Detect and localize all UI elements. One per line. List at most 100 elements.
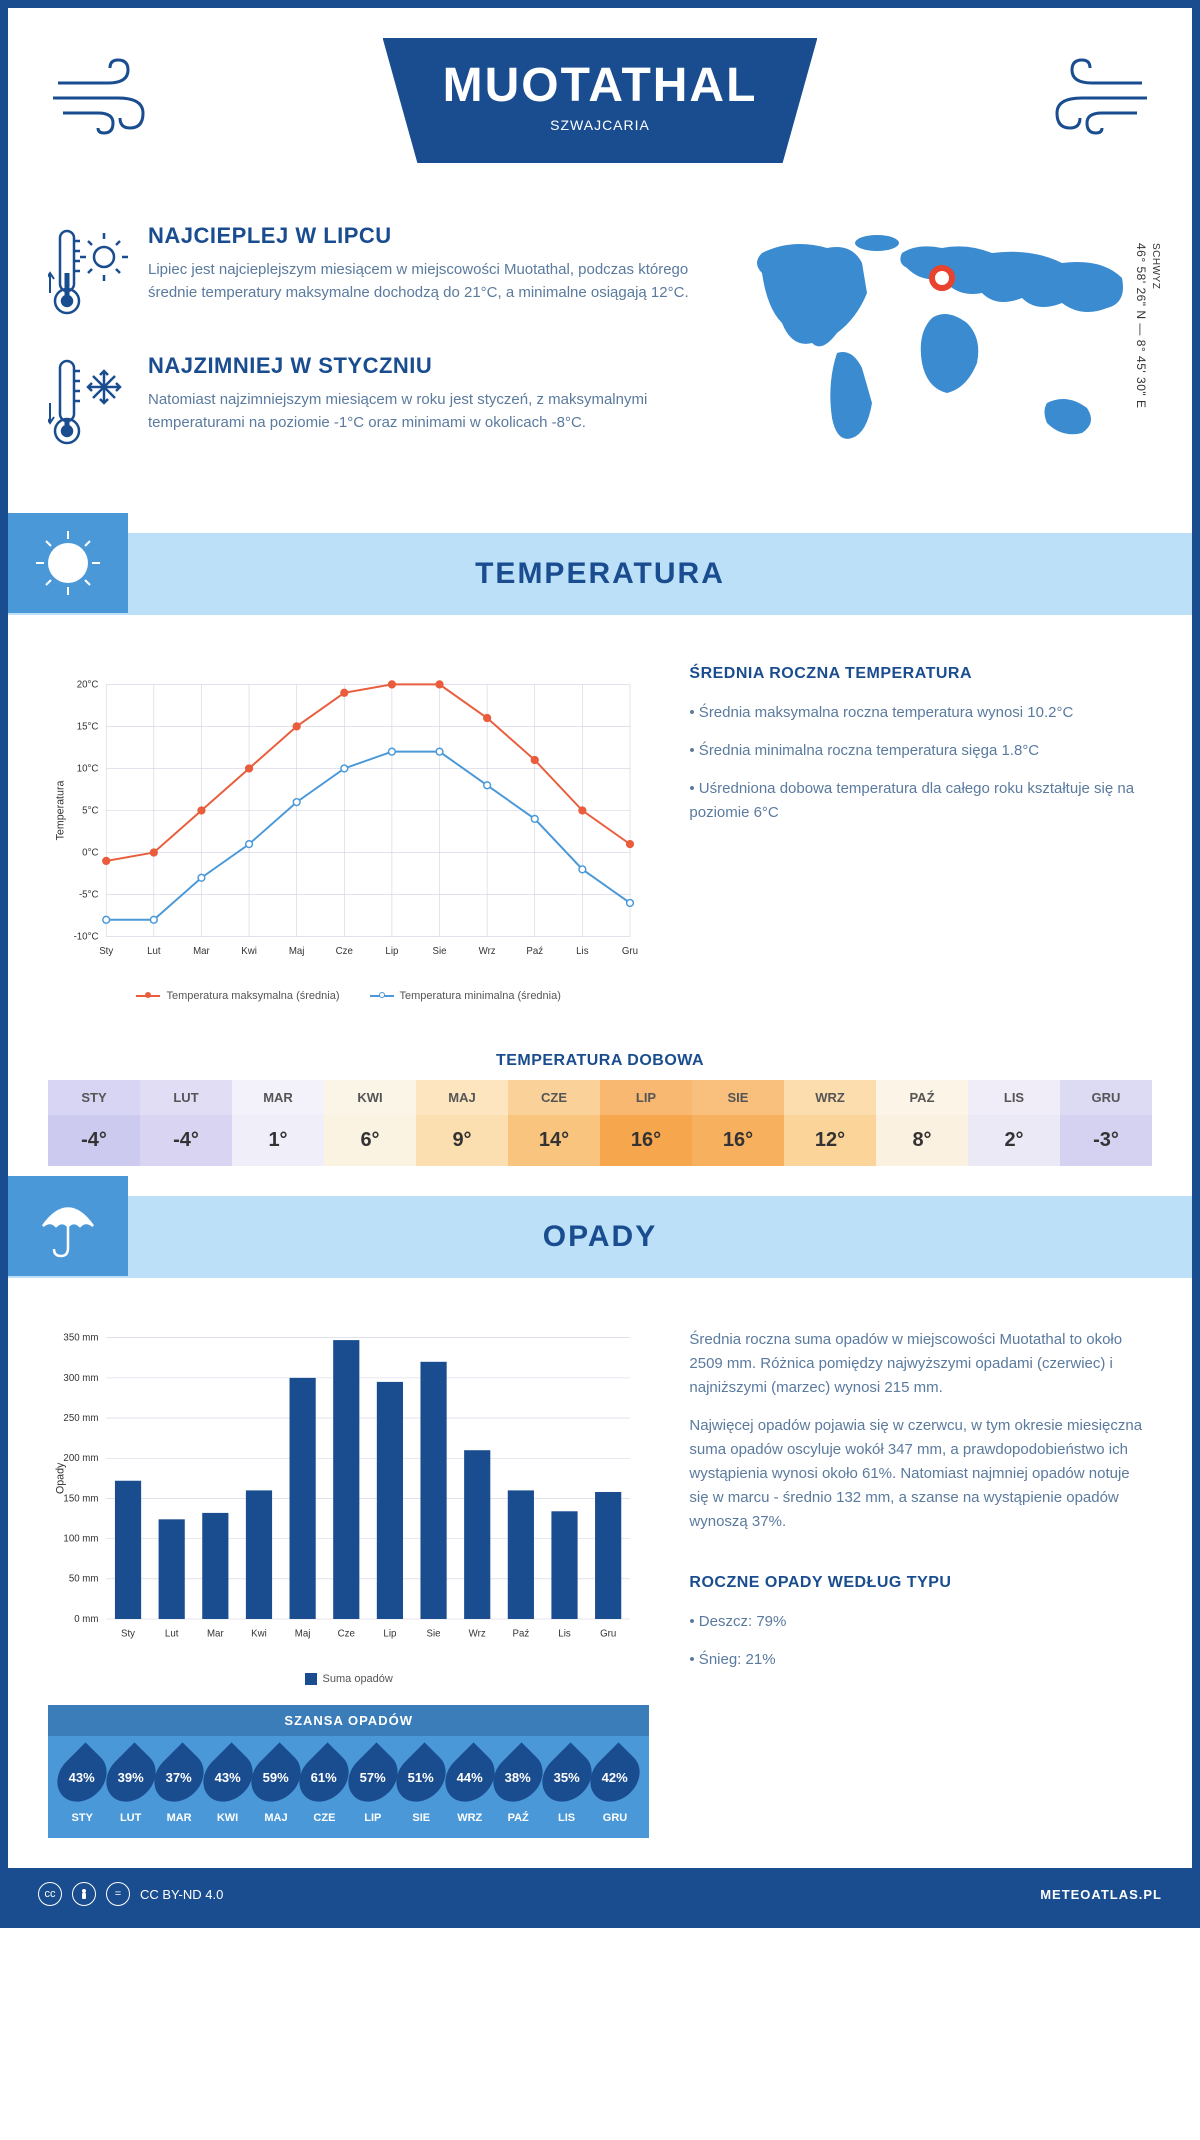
precip-chance-drops: 43% STY 39% LUT 37% MAR 43% KWI 59% MAJ <box>48 1736 649 1824</box>
svg-text:100 mm: 100 mm <box>63 1534 98 1545</box>
temp-cell: LIP 16° <box>600 1080 692 1166</box>
temp-cell: SIE 16° <box>692 1080 784 1166</box>
svg-text:Cze: Cze <box>338 1629 355 1640</box>
temp-cell: PAŹ 8° <box>876 1080 968 1166</box>
svg-text:Lip: Lip <box>385 946 398 957</box>
temp-legend: Temperatura maksymalna (średnia) Tempera… <box>48 990 649 1002</box>
legend-max: Temperatura maksymalna (średnia) <box>136 990 339 1002</box>
header-band: MUOTATHAL SZWAJCARIA <box>383 38 818 163</box>
annual-bullet-2: • Uśredniona dobowa temperatura dla całe… <box>689 777 1152 825</box>
license-text: CC BY-ND 4.0 <box>140 1887 223 1902</box>
svg-text:Sty: Sty <box>99 946 113 957</box>
coordinates: SCHWYZ 46° 58' 26" N — 8° 45' 30" E <box>1134 243 1162 408</box>
svg-text:-5°C: -5°C <box>79 889 98 900</box>
coldest-block: NAJZIMNIEJ W STYCZNIU Natomiast najzimni… <box>48 353 702 453</box>
temperature-chart-row: -10°C-5°C0°C5°C10°C15°C20°CStyLutMarKwiM… <box>8 635 1192 1032</box>
svg-text:Wrz: Wrz <box>469 1629 486 1640</box>
svg-text:350 mm: 350 mm <box>63 1333 98 1344</box>
temp-cell: LUT -4° <box>140 1080 232 1166</box>
svg-text:Sty: Sty <box>121 1629 135 1640</box>
precip-chart-svg: 0 mm50 mm100 mm150 mm200 mm250 mm300 mm3… <box>48 1328 649 1658</box>
drop-item: 38% PAŹ <box>496 1750 540 1824</box>
drop-item: 43% KWI <box>206 1750 250 1824</box>
coldest-title: NAJZIMNIEJ W STYCZNIU <box>148 353 702 379</box>
temp-cell: WRZ 12° <box>784 1080 876 1166</box>
svg-text:10°C: 10°C <box>77 763 99 774</box>
svg-text:Sie: Sie <box>433 946 447 957</box>
thermometer-hot-icon <box>48 223 128 323</box>
longitude: 8° 45' 30" E <box>1134 340 1148 409</box>
by-icon <box>72 1882 96 1906</box>
svg-text:Gru: Gru <box>600 1629 616 1640</box>
svg-text:250 mm: 250 mm <box>63 1413 98 1424</box>
svg-text:0 mm: 0 mm <box>74 1614 98 1625</box>
svg-text:Lut: Lut <box>165 1629 179 1640</box>
drop-item: 39% LUT <box>109 1750 153 1824</box>
precip-text-2: Najwięcej opadów pojawia się w czerwcu, … <box>689 1414 1152 1534</box>
world-map-column: SCHWYZ 46° 58' 26" N — 8° 45' 30" E <box>732 223 1152 483</box>
intro-section: NAJCIEPLEJ W LIPCU Lipiec jest najcieple… <box>8 203 1192 513</box>
svg-text:Lut: Lut <box>147 946 161 957</box>
svg-text:15°C: 15°C <box>77 721 99 732</box>
precip-text-column: Średnia roczna suma opadów w miejscowośc… <box>689 1328 1152 1838</box>
svg-text:Mar: Mar <box>207 1629 224 1640</box>
svg-text:200 mm: 200 mm <box>63 1454 98 1465</box>
drop-item: 42% GRU <box>593 1750 637 1824</box>
drop-item: 59% MAJ <box>254 1750 298 1824</box>
thermometer-cold-icon <box>48 353 128 453</box>
footer: cc = CC BY-ND 4.0 METEOATLAS.PL <box>8 1868 1192 1920</box>
drop-item: 44% WRZ <box>448 1750 492 1824</box>
temperature-line-chart: -10°C-5°C0°C5°C10°C15°C20°CStyLutMarKwiM… <box>48 665 649 1002</box>
wind-icon-right <box>1032 58 1152 138</box>
cc-icon: cc <box>38 1882 62 1906</box>
location-title: MUOTATHAL <box>443 58 758 113</box>
svg-text:50 mm: 50 mm <box>69 1574 99 1585</box>
svg-text:Opady: Opady <box>55 1462 67 1494</box>
temperature-annual-text: ŚREDNIA ROCZNA TEMPERATURA • Średnia mak… <box>689 665 1152 1002</box>
temperature-banner: TEMPERATURA <box>8 533 1192 615</box>
svg-text:Maj: Maj <box>289 946 305 957</box>
temp-cell: STY -4° <box>48 1080 140 1166</box>
temp-cell: MAJ 9° <box>416 1080 508 1166</box>
precip-chance-panel: SZANSA OPADÓW 43% STY 39% LUT 37% MAR 43… <box>48 1705 649 1838</box>
page: MUOTATHAL SZWAJCARIA <box>0 0 1200 1928</box>
svg-text:150 mm: 150 mm <box>63 1494 98 1505</box>
precip-rain: • Deszcz: 79% <box>689 1610 1152 1634</box>
precip-by-type-title: ROCZNE OPADY WEDŁUG TYPU <box>689 1574 1152 1592</box>
svg-text:5°C: 5°C <box>82 805 98 816</box>
footer-license: cc = CC BY-ND 4.0 <box>38 1882 223 1906</box>
svg-text:Kwi: Kwi <box>241 946 257 957</box>
precip-legend: Suma opadów <box>48 1673 649 1685</box>
precip-chart-row: 0 mm50 mm100 mm150 mm200 mm250 mm300 mm3… <box>8 1298 1192 1868</box>
region-name: SCHWYZ <box>1150 243 1161 289</box>
svg-text:Lis: Lis <box>576 946 589 957</box>
annual-temp-title: ŚREDNIA ROCZNA TEMPERATURA <box>689 665 1152 683</box>
umbrella-icon-box <box>8 1176 128 1276</box>
temp-cell: KWI 6° <box>324 1080 416 1166</box>
drop-item: 57% LIP <box>351 1750 395 1824</box>
svg-text:Gru: Gru <box>622 946 638 957</box>
temp-cell: MAR 1° <box>232 1080 324 1166</box>
drop-item: 37% MAR <box>157 1750 201 1824</box>
umbrella-icon <box>28 1186 108 1266</box>
footer-site: METEOATLAS.PL <box>1040 1887 1162 1902</box>
drop-item: 35% LIS <box>545 1750 589 1824</box>
daily-temp-title: TEMPERATURA DOBOWA <box>8 1052 1192 1070</box>
intro-text-column: NAJCIEPLEJ W LIPCU Lipiec jest najcieple… <box>48 223 702 483</box>
precip-section-title: OPADY <box>48 1220 1152 1254</box>
hottest-title: NAJCIEPLEJ W LIPCU <box>148 223 702 249</box>
annual-bullet-1: • Średnia minimalna roczna temperatura s… <box>689 739 1152 763</box>
hottest-block: NAJCIEPLEJ W LIPCU Lipiec jest najcieple… <box>48 223 702 323</box>
sun-icon <box>28 523 108 603</box>
latitude: 46° 58' 26" N <box>1134 243 1148 320</box>
svg-text:Paź: Paź <box>526 946 543 957</box>
precip-bar-chart: 0 mm50 mm100 mm150 mm200 mm250 mm300 mm3… <box>48 1328 649 1838</box>
svg-text:Kwi: Kwi <box>251 1629 267 1640</box>
legend-min: Temperatura minimalna (średnia) <box>370 990 561 1002</box>
svg-text:Lis: Lis <box>558 1629 571 1640</box>
precip-chance-title: SZANSA OPADÓW <box>48 1705 649 1736</box>
coldest-text: Natomiast najzimniejszym miesiącem w rok… <box>148 389 702 434</box>
svg-text:Temperatura: Temperatura <box>55 781 67 841</box>
header: MUOTATHAL SZWAJCARIA <box>8 8 1192 203</box>
temp-cell: LIS 2° <box>968 1080 1060 1166</box>
